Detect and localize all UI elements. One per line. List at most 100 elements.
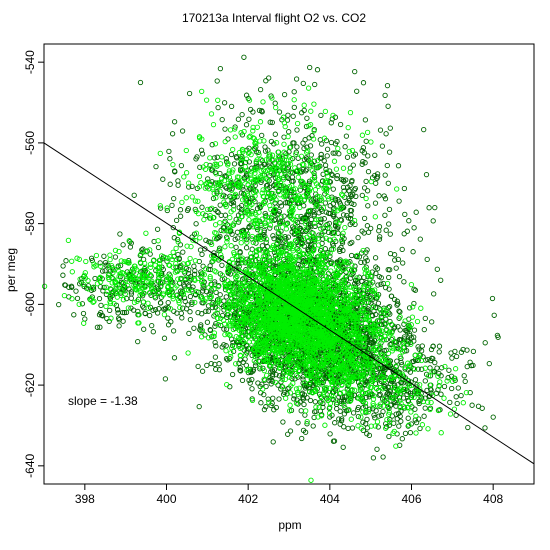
data-point — [223, 326, 230, 332]
data-point — [271, 249, 278, 256]
data-point — [263, 239, 269, 245]
data-point — [235, 235, 241, 241]
data-point — [311, 409, 318, 415]
data-point — [223, 294, 229, 300]
data-point — [328, 139, 335, 146]
data-point — [194, 154, 200, 160]
data-point — [334, 138, 340, 145]
data-point — [339, 416, 345, 422]
data-point — [381, 307, 387, 313]
data-point — [185, 206, 192, 212]
data-point — [364, 223, 371, 229]
data-point — [299, 435, 305, 442]
data-point — [383, 131, 389, 137]
data-point — [377, 403, 383, 409]
data-point — [291, 140, 297, 146]
data-point — [209, 334, 215, 340]
data-point — [330, 150, 336, 156]
data-point — [332, 150, 338, 156]
data-point — [185, 350, 191, 356]
data-point — [286, 129, 292, 135]
data-point — [301, 401, 307, 408]
data-point — [257, 86, 264, 93]
data-point — [431, 369, 438, 375]
data-point — [347, 221, 353, 228]
data-point — [112, 254, 119, 260]
data-point — [269, 119, 275, 126]
data-point — [422, 405, 428, 411]
data-point — [249, 236, 255, 242]
data-point — [192, 268, 198, 274]
data-point — [394, 358, 400, 364]
data-point — [400, 260, 406, 266]
data-point — [361, 185, 368, 191]
data-point — [240, 359, 246, 365]
data-point — [165, 322, 172, 328]
data-point — [243, 245, 250, 251]
data-point — [294, 127, 300, 133]
data-point — [406, 305, 413, 311]
data-point — [461, 373, 467, 379]
data-point — [235, 116, 242, 122]
data-point — [355, 413, 362, 420]
data-point — [223, 356, 230, 362]
data-point — [308, 152, 314, 158]
data-point — [212, 361, 218, 368]
data-point — [249, 352, 255, 359]
data-point — [319, 178, 326, 184]
data-point — [342, 144, 348, 150]
data-point — [257, 366, 263, 372]
data-point — [131, 192, 137, 198]
data-point — [343, 133, 350, 139]
data-point — [417, 425, 423, 432]
data-point — [376, 339, 382, 345]
data-point — [412, 377, 419, 383]
data-point — [299, 110, 305, 116]
data-point — [166, 148, 172, 155]
data-point — [262, 210, 268, 217]
data-point — [447, 399, 453, 406]
data-point — [304, 166, 310, 172]
data-point — [374, 171, 381, 177]
data-point — [278, 203, 285, 209]
data-point — [386, 274, 392, 281]
data-point — [297, 187, 303, 193]
data-point — [318, 112, 324, 119]
data-point — [135, 338, 141, 345]
data-point — [436, 349, 442, 355]
data-point — [337, 408, 343, 414]
data-point — [263, 78, 269, 84]
data-point — [186, 184, 192, 190]
data-point — [346, 195, 352, 202]
data-point — [361, 230, 367, 236]
data-point — [237, 160, 244, 167]
data-point — [401, 321, 407, 327]
data-point — [378, 311, 384, 317]
data-point — [304, 144, 310, 150]
data-point — [154, 226, 161, 232]
data-point — [168, 319, 174, 325]
data-point — [375, 300, 382, 306]
data-point — [384, 82, 391, 89]
data-point — [278, 379, 284, 385]
data-point — [278, 218, 284, 225]
data-point — [170, 328, 177, 334]
data-point — [263, 404, 269, 410]
data-point — [233, 275, 239, 281]
data-point — [384, 162, 390, 169]
data-point — [261, 367, 267, 374]
data-point — [387, 416, 393, 423]
data-point — [249, 246, 255, 252]
data-point — [277, 200, 283, 206]
data-point — [316, 232, 322, 238]
data-point — [340, 444, 346, 450]
data-point — [187, 293, 194, 300]
data-point — [107, 307, 113, 314]
data-point — [117, 231, 123, 237]
data-point — [330, 186, 336, 192]
data-point — [276, 373, 283, 379]
data-point — [261, 161, 267, 167]
data-point — [292, 376, 298, 382]
data-point — [261, 376, 267, 382]
data-point — [232, 124, 238, 130]
